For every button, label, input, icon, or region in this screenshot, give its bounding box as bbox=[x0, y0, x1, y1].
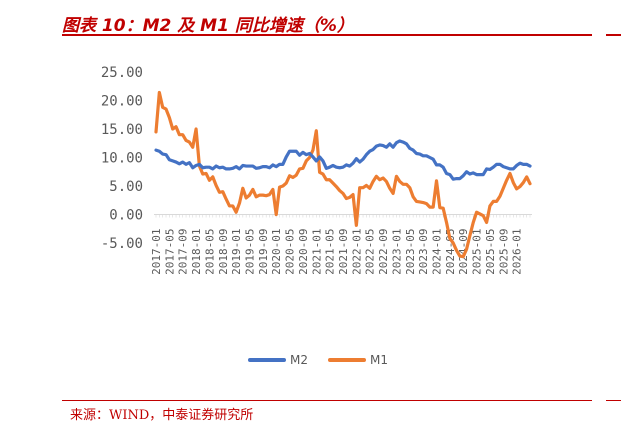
x-tick-label: 2021-01 bbox=[310, 229, 323, 275]
y-tick-label: 20.00 bbox=[101, 94, 143, 110]
x-tick-label: 2022-09 bbox=[377, 229, 390, 275]
legend-label-m2: M2 bbox=[290, 353, 308, 367]
x-tick-label: 2024-01 bbox=[431, 229, 444, 275]
y-tick-label: -5.00 bbox=[101, 236, 143, 252]
series-line-m1 bbox=[154, 90, 532, 259]
x-tick-label: 2019-05 bbox=[244, 229, 257, 275]
y-tick-label: 15.00 bbox=[101, 122, 143, 138]
source-divider bbox=[62, 400, 592, 401]
x-tick-label: 2019-09 bbox=[257, 229, 270, 275]
adjacent-panel-rule bbox=[606, 34, 621, 36]
title-underline bbox=[62, 34, 592, 36]
y-tick-label: 10.00 bbox=[101, 151, 143, 167]
x-tick-label: 2023-05 bbox=[404, 229, 417, 275]
chart-title: 图表 10：M2 及 M1 同比增速（%） bbox=[62, 16, 354, 36]
x-tick-label: 2022-01 bbox=[350, 229, 363, 275]
x-tick-label: 2025-09 bbox=[497, 229, 510, 275]
series-lines bbox=[154, 90, 532, 259]
x-tick-label: 2018-05 bbox=[203, 229, 216, 275]
x-tick-label: 2018-01 bbox=[190, 229, 203, 275]
x-axis: 2017-01 2017-05 2017-09 2018-01 2018-05 2018-… bbox=[150, 214, 532, 275]
x-tick-label: 2017-01 bbox=[150, 229, 163, 275]
x-tick-label: 2025-01 bbox=[471, 229, 484, 275]
x-tick-label: 2022-05 bbox=[364, 229, 377, 275]
y-tick-label: 5.00 bbox=[109, 179, 143, 195]
x-tick-label: 2021-09 bbox=[337, 229, 350, 275]
x-tick-label: 2017-09 bbox=[177, 229, 190, 275]
y-tick-label: 25.00 bbox=[101, 65, 143, 81]
x-tick-label: 2020-09 bbox=[297, 229, 310, 275]
x-tick-label: 2019-01 bbox=[230, 229, 243, 275]
legend-label-m1: M1 bbox=[370, 353, 388, 367]
x-tick-label: 2020-05 bbox=[284, 229, 297, 275]
y-tick-label: 0.00 bbox=[109, 208, 143, 224]
x-tick-label: 2018-09 bbox=[217, 229, 230, 275]
series-line-m2 bbox=[154, 139, 532, 181]
x-tick-label: 2023-01 bbox=[390, 229, 403, 275]
x-tick-label: 2020-01 bbox=[270, 229, 283, 275]
adjacent-panel-bottom-rule bbox=[606, 400, 621, 401]
chart-title-bar: 图表 10：M2 及 M1 同比增速（%） bbox=[62, 8, 592, 36]
x-tick-label: 2023-09 bbox=[417, 229, 430, 275]
x-tick-label: 2017-05 bbox=[163, 229, 176, 275]
y-axis: 25.00 20.00 15.00 10.00 5.00 0.00 -5.00 bbox=[101, 65, 143, 252]
x-tick-label: 2025-05 bbox=[484, 229, 497, 275]
x-tick-label: 2026-01 bbox=[511, 229, 524, 275]
legend: M2 M1 bbox=[248, 353, 388, 367]
source-note: 来源：WIND，中泰证券研究所 bbox=[70, 408, 254, 423]
x-tick-label: 2024-05 bbox=[444, 229, 457, 275]
x-tick-label: 2021-05 bbox=[324, 229, 337, 275]
